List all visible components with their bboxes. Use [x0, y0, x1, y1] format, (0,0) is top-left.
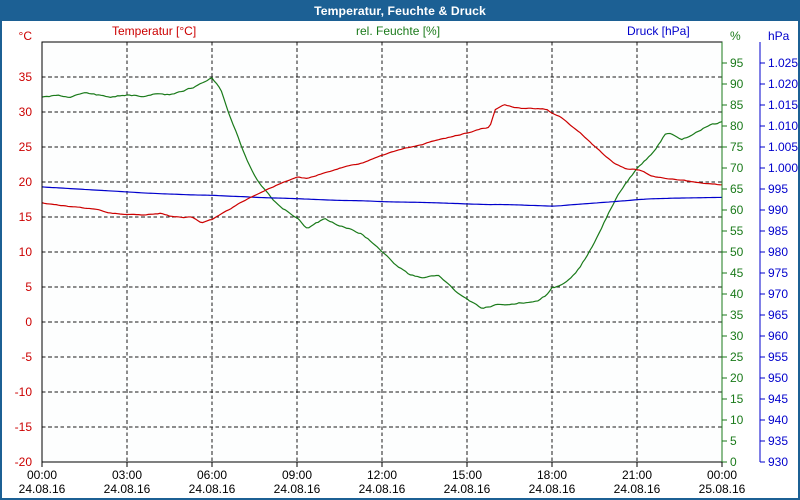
svg-text:30: 30	[730, 329, 744, 343]
svg-text:24.08.16: 24.08.16	[529, 482, 576, 496]
svg-text:°C: °C	[19, 29, 33, 43]
svg-text:-5: -5	[21, 350, 32, 364]
svg-text:1.005: 1.005	[768, 140, 798, 154]
svg-text:35: 35	[19, 70, 33, 84]
svg-text:935: 935	[768, 434, 788, 448]
svg-text:5: 5	[730, 434, 737, 448]
svg-text:90: 90	[730, 77, 744, 91]
svg-text:-15: -15	[15, 420, 33, 434]
svg-text:1.020: 1.020	[768, 77, 798, 91]
svg-text:40: 40	[730, 287, 744, 301]
svg-text:80: 80	[730, 119, 744, 133]
svg-text:-10: -10	[15, 385, 33, 399]
svg-text:25: 25	[730, 350, 744, 364]
svg-text:10: 10	[730, 413, 744, 427]
svg-text:980: 980	[768, 245, 788, 259]
svg-text:60: 60	[730, 203, 744, 217]
svg-text:24.08.16: 24.08.16	[19, 482, 66, 496]
svg-text:35: 35	[730, 308, 744, 322]
svg-text:00:00: 00:00	[27, 468, 57, 482]
svg-text:930: 930	[768, 455, 788, 469]
svg-text:0: 0	[25, 315, 32, 329]
svg-text:24.08.16: 24.08.16	[189, 482, 236, 496]
svg-text:70: 70	[730, 161, 744, 175]
svg-text:50: 50	[730, 245, 744, 259]
svg-text:10: 10	[19, 245, 33, 259]
svg-text:06:00: 06:00	[197, 468, 227, 482]
svg-text:65: 65	[730, 182, 744, 196]
svg-text:00:00: 00:00	[707, 468, 737, 482]
svg-text:15: 15	[19, 210, 33, 224]
svg-text:960: 960	[768, 329, 788, 343]
svg-text:09:00: 09:00	[282, 468, 312, 482]
svg-text:24.08.16: 24.08.16	[614, 482, 661, 496]
svg-text:%: %	[730, 29, 741, 43]
svg-text:5: 5	[25, 280, 32, 294]
svg-text:20: 20	[19, 175, 33, 189]
svg-text:15:00: 15:00	[452, 468, 482, 482]
svg-text:-20: -20	[15, 455, 33, 469]
svg-text:03:00: 03:00	[112, 468, 142, 482]
svg-text:995: 995	[768, 182, 788, 196]
svg-text:945: 945	[768, 392, 788, 406]
svg-text:24.08.16: 24.08.16	[274, 482, 321, 496]
svg-text:25: 25	[19, 140, 33, 154]
svg-text:970: 970	[768, 287, 788, 301]
svg-text:45: 45	[730, 266, 744, 280]
svg-text:955: 955	[768, 350, 788, 364]
svg-text:55: 55	[730, 224, 744, 238]
svg-text:990: 990	[768, 203, 788, 217]
svg-text:15: 15	[730, 392, 744, 406]
svg-text:20: 20	[730, 371, 744, 385]
svg-text:975: 975	[768, 266, 788, 280]
svg-text:940: 940	[768, 413, 788, 427]
svg-text:25.08.16: 25.08.16	[699, 482, 746, 496]
svg-text:950: 950	[768, 371, 788, 385]
svg-text:18:00: 18:00	[537, 468, 567, 482]
svg-text:24.08.16: 24.08.16	[444, 482, 491, 496]
svg-text:30: 30	[19, 105, 33, 119]
svg-text:85: 85	[730, 98, 744, 112]
svg-text:24.08.16: 24.08.16	[359, 482, 406, 496]
svg-text:75: 75	[730, 140, 744, 154]
svg-text:1.025: 1.025	[768, 56, 798, 70]
svg-text:965: 965	[768, 308, 788, 322]
svg-text:1.015: 1.015	[768, 98, 798, 112]
svg-text:95: 95	[730, 56, 744, 70]
svg-text:21:00: 21:00	[622, 468, 652, 482]
svg-text:hPa: hPa	[768, 29, 790, 43]
svg-text:12:00: 12:00	[367, 468, 397, 482]
svg-text:24.08.16: 24.08.16	[104, 482, 151, 496]
svg-text:0: 0	[730, 455, 737, 469]
svg-text:1.010: 1.010	[768, 119, 798, 133]
svg-text:985: 985	[768, 224, 788, 238]
svg-text:1.000: 1.000	[768, 161, 798, 175]
